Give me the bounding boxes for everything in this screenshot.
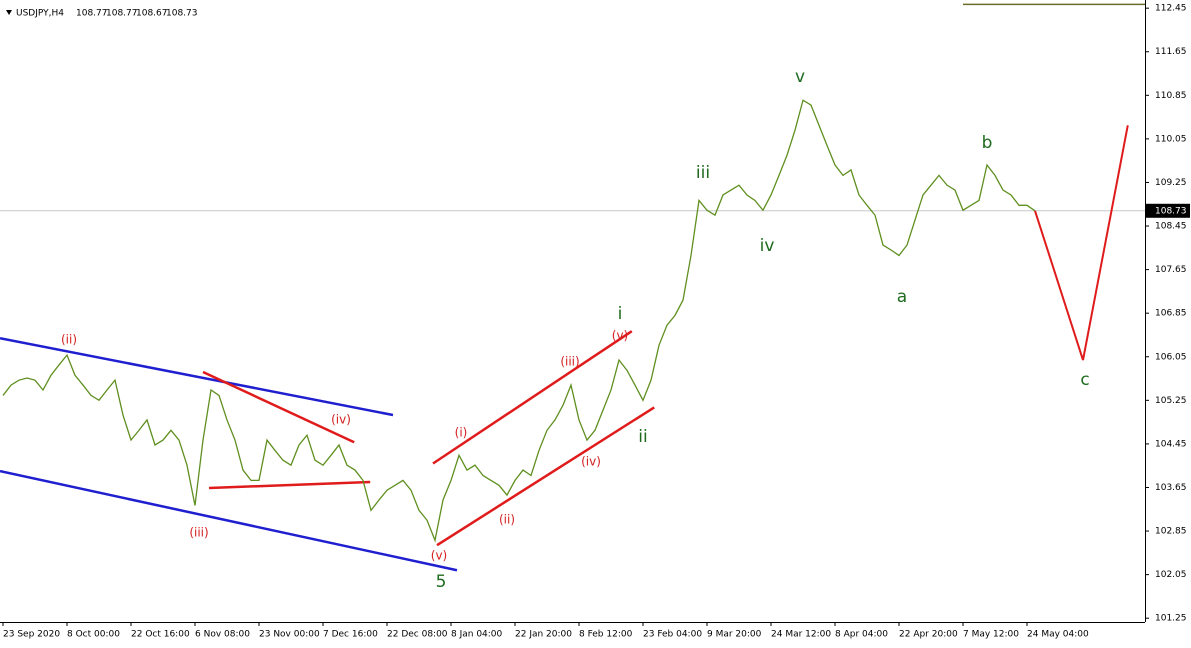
- y-tick-label: 112.45: [1155, 4, 1187, 14]
- wave-label: (iv): [581, 455, 601, 469]
- y-tick-label: 106.05: [1155, 352, 1187, 362]
- wave-label: v: [795, 67, 805, 87]
- x-tick-label: 8 Apr 04:00: [835, 630, 888, 640]
- wave-label: (ii): [499, 513, 515, 527]
- ohlc-value: 108.77: [76, 9, 108, 19]
- x-tick-label: 24 May 04:00: [1027, 630, 1089, 640]
- x-tick-label: 22 Dec 08:00: [387, 630, 448, 640]
- price-box-label: 108.73: [1155, 206, 1187, 216]
- wave-label: i: [618, 304, 623, 324]
- wave-label: ii: [638, 427, 647, 447]
- y-tick-label: 102.05: [1155, 570, 1187, 580]
- y-tick-label: 108.45: [1155, 222, 1187, 232]
- x-tick-label: 8 Feb 12:00: [579, 630, 633, 640]
- wave-label: (iii): [189, 526, 208, 540]
- wave-label: (v): [612, 329, 628, 343]
- y-tick-label: 106.85: [1155, 309, 1187, 319]
- y-tick-label: 110.05: [1155, 134, 1187, 144]
- forecast-path: [1034, 125, 1129, 361]
- trendline: [0, 337, 394, 417]
- wave-label: (v): [431, 549, 447, 563]
- x-tick-label: 24 Mar 12:00: [771, 630, 831, 640]
- wave-label: (iv): [331, 413, 351, 427]
- wave-label: a: [897, 287, 907, 307]
- ohlc-value: 108.77: [106, 9, 138, 19]
- trendline: [432, 330, 633, 465]
- y-tick-label: 110.85: [1155, 91, 1187, 101]
- y-tick-label: 111.65: [1155, 47, 1187, 57]
- x-tick-label: 23 Nov 00:00: [259, 630, 320, 640]
- y-tick-label: 105.25: [1155, 396, 1187, 406]
- trendline: [202, 370, 355, 444]
- trendline: [0, 469, 458, 572]
- symbol: USDJPY,H4: [16, 9, 64, 19]
- wave-label: b: [982, 133, 993, 153]
- x-tick-label: 8 Oct 00:00: [67, 630, 120, 640]
- y-tick-label: 102.85: [1155, 527, 1187, 537]
- wave-label: (ii): [61, 333, 77, 347]
- ohlc-value: 108.67: [136, 9, 168, 19]
- wave-label: c: [1080, 370, 1089, 390]
- y-tick-label: 103.65: [1155, 483, 1187, 493]
- y-tick-label: 107.65: [1155, 265, 1187, 275]
- wave-label: (i): [455, 426, 468, 440]
- x-tick-label: 7 Dec 16:00: [323, 630, 378, 640]
- x-tick-label: 23 Sep 2020: [3, 630, 60, 640]
- y-tick-label: 104.45: [1155, 439, 1187, 449]
- wave-label: iv: [760, 236, 775, 256]
- x-tick-label: 22 Jan 20:00: [515, 630, 572, 640]
- x-tick-label: 23 Feb 04:00: [643, 630, 702, 640]
- wave-label: iii: [696, 163, 710, 183]
- price-line-series: [2, 99, 1036, 543]
- x-tick-label: 22 Apr 20:00: [899, 630, 958, 640]
- x-tick-label: 22 Oct 16:00: [131, 630, 190, 640]
- x-tick-label: 7 May 12:00: [963, 630, 1019, 640]
- y-tick-label: 101.25: [1155, 614, 1187, 624]
- trendline: [208, 480, 371, 490]
- wave-label: 5: [436, 572, 447, 592]
- wave-label: (iii): [560, 355, 579, 369]
- ohlc-value: 108.73: [166, 9, 198, 19]
- x-tick-label: 8 Jan 04:00: [451, 630, 503, 640]
- header-arrow: [6, 10, 12, 15]
- x-tick-label: 9 Mar 20:00: [707, 630, 762, 640]
- y-tick-label: 109.25: [1155, 178, 1187, 188]
- trendline: [436, 406, 655, 547]
- price-box: [1146, 203, 1190, 218]
- x-tick-label: 6 Nov 08:00: [195, 630, 250, 640]
